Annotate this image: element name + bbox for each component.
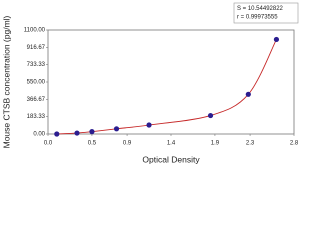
data-point <box>89 129 95 135</box>
y-tick-label: 0.00 <box>33 132 45 138</box>
data-point <box>273 36 280 43</box>
x-tick-label: 0.0 <box>44 141 53 147</box>
data-point <box>54 131 60 137</box>
annotation: S = 10.54492822 <box>237 6 284 12</box>
data-point <box>113 126 120 132</box>
data-point <box>74 130 80 136</box>
annotation-box <box>233 2 299 24</box>
x-axis-title: Optical Density <box>142 154 200 164</box>
chart: Optical Density Mouse CTSB concentration… <box>1 2 299 164</box>
data-point <box>207 112 214 119</box>
x-tick-label: 1.4 <box>167 141 176 147</box>
y-tick-label: 733.33 <box>27 62 46 68</box>
x-tick-label: 0.9 <box>123 141 132 147</box>
y-tick-label: 916.67 <box>27 45 46 51</box>
y-axis-title: Mouse CTSB concentration (pg/ml) <box>1 15 11 148</box>
y-tick-label: 183.33 <box>27 114 46 120</box>
y-tick-label: 366.67 <box>27 97 46 103</box>
x-tick-label: 2.3 <box>246 141 255 147</box>
x-tick-label: 1.9 <box>211 141 220 147</box>
data-point <box>245 91 251 97</box>
data-point <box>146 122 152 128</box>
y-tick-label: 1100.00 <box>24 28 46 34</box>
annotation: r = 0.99973555 <box>237 15 278 21</box>
x-tick-label: 2.8 <box>290 141 299 147</box>
y-tick-label: 550.00 <box>27 80 46 86</box>
plot-area <box>47 29 295 135</box>
x-tick-label: 0.5 <box>88 141 97 147</box>
